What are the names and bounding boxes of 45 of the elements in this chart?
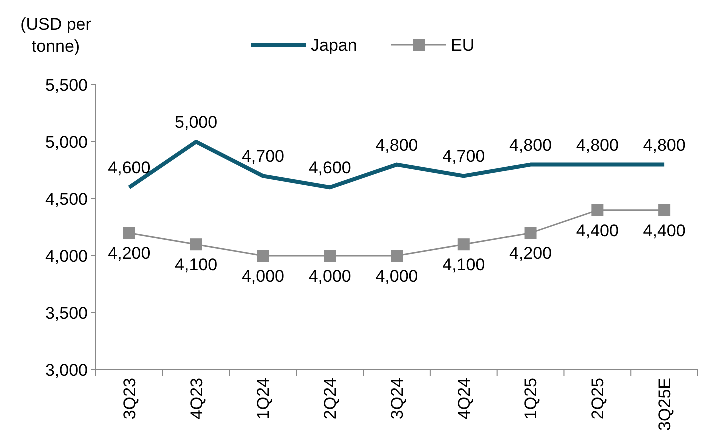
x-tick-label: 1Q24 <box>254 378 274 420</box>
legend-label: Japan <box>311 36 358 55</box>
point <box>257 250 270 262</box>
data-label: 4,000 <box>242 267 284 286</box>
data-label: 4,100 <box>442 256 486 275</box>
point <box>658 204 671 216</box>
x-tick-label: 3Q25E <box>656 378 675 431</box>
data-label: 4,700 <box>442 147 486 166</box>
data-label: 4,600 <box>108 158 151 178</box>
y-tick-label: 5,000 <box>45 132 88 152</box>
data-label: 5,000 <box>175 113 218 132</box>
y-axis-title: (USD per tonne) <box>20 15 92 56</box>
x-tick-label: 2Q24 <box>321 378 340 420</box>
y-tick-label: 4,000 <box>45 246 88 266</box>
data-label: 4,400 <box>643 221 686 240</box>
x-tick-label: 1Q25 <box>522 378 541 420</box>
data-label: 4,400 <box>576 221 619 240</box>
data-label: 4,000 <box>308 267 352 286</box>
data-label: 4,800 <box>643 136 686 155</box>
y-tick-label: 4,500 <box>45 190 88 209</box>
data-label: 4,600 <box>308 158 352 178</box>
data-label: 4,200 <box>108 244 151 264</box>
point <box>524 227 537 240</box>
y-tick-label: 3,000 <box>45 360 88 380</box>
point <box>123 227 136 240</box>
x-tick-label: 4Q24 <box>454 378 474 420</box>
y-tick-label: 5,500 <box>45 76 88 95</box>
x-tick-label: 4Q23 <box>187 378 206 420</box>
y-tick-label: 3,500 <box>45 304 88 323</box>
point <box>391 250 403 262</box>
x-tick-label: 3Q24 <box>388 378 407 420</box>
point <box>458 238 470 251</box>
data-label: 4,000 <box>376 267 418 286</box>
x-tick-label: 3Q23 <box>120 378 140 420</box>
point <box>592 204 604 216</box>
point <box>324 250 336 262</box>
data-label: 4,100 <box>175 256 218 275</box>
data-label: 4,800 <box>510 136 552 155</box>
x-tick-label: 2Q25 <box>588 378 608 420</box>
data-label: 4,200 <box>510 244 552 264</box>
data-label: 4,700 <box>242 147 284 166</box>
legend-label: EU <box>451 36 475 55</box>
data-label: 4,800 <box>376 136 418 155</box>
point <box>190 238 202 251</box>
data-label: 4,800 <box>576 136 619 155</box>
